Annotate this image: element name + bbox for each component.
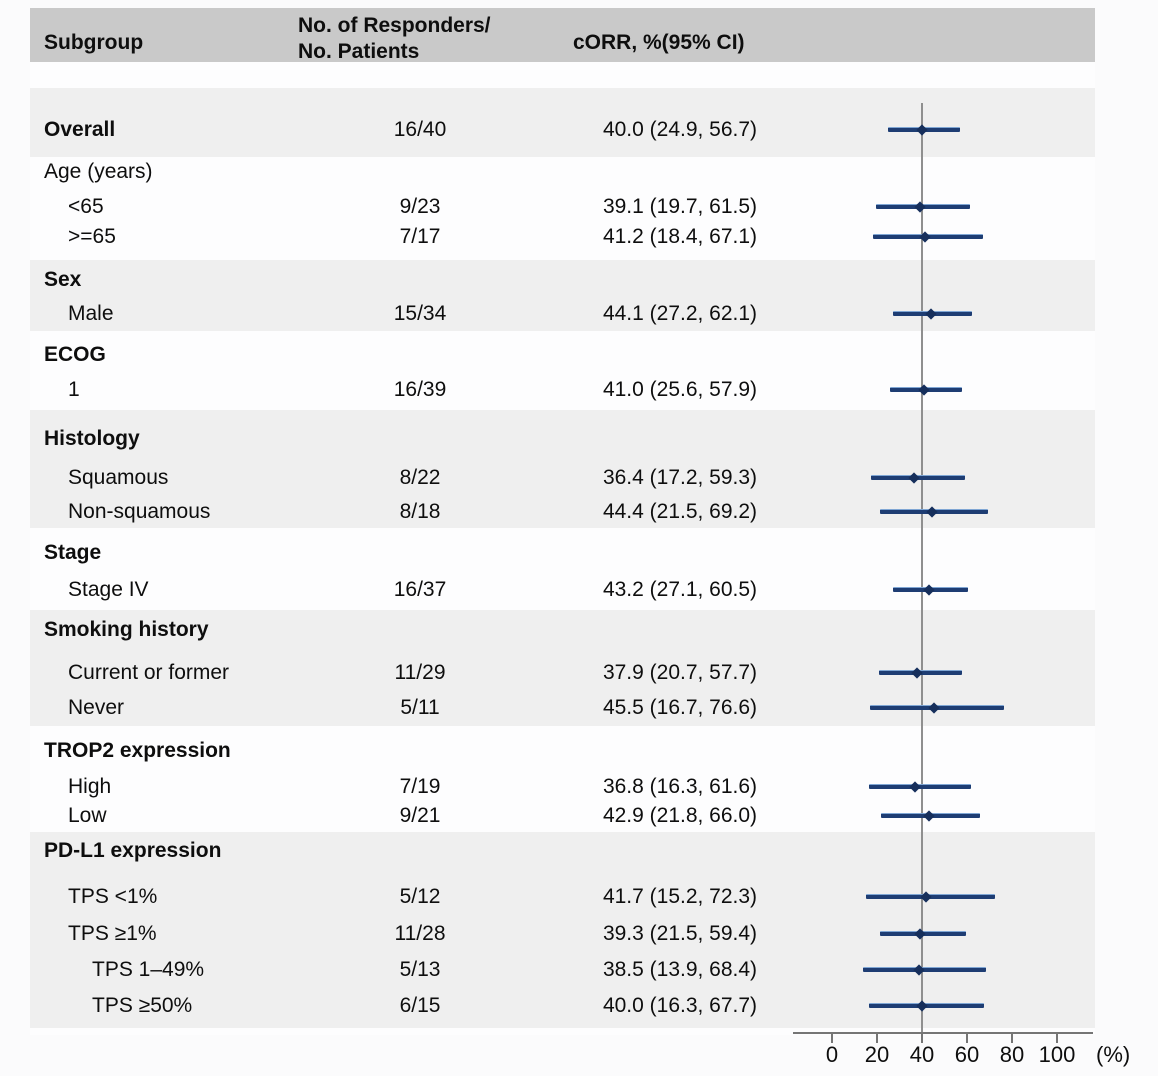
- responders-value: 5/13: [399, 958, 441, 981]
- forest-ci-bar: [863, 967, 986, 972]
- responders-value: 16/37: [393, 578, 447, 601]
- responders-value: 9/23: [399, 195, 441, 218]
- row-label: TPS <1%: [68, 885, 158, 908]
- column-header-corr: cORR, %(95% CI): [573, 31, 745, 54]
- axis-unit-label: (%): [1096, 1042, 1131, 1067]
- corr-value: 43.2 (27.1, 60.5): [602, 578, 758, 601]
- corr-value: 39.3 (21.5, 59.4): [602, 922, 758, 945]
- x-axis-tick-label: 40: [909, 1042, 935, 1067]
- row-label: TPS ≥1%: [68, 922, 157, 945]
- corr-value: 39.1 (19.7, 61.5): [602, 195, 758, 218]
- corr-value: 38.5 (13.9, 68.4): [602, 958, 758, 981]
- row-label: ECOG: [44, 343, 106, 366]
- table-header-row: Subgroup No. of Responders/ No. Patients…: [30, 8, 1095, 63]
- column-header-subgroup: Subgroup: [44, 31, 144, 54]
- x-axis-tick: [966, 1034, 968, 1043]
- corr-value: 41.2 (18.4, 67.1): [602, 225, 758, 248]
- row-label: Low: [68, 804, 107, 827]
- responders-value: 5/11: [400, 696, 440, 719]
- corr-value: 42.9 (21.8, 66.0): [602, 804, 758, 827]
- corr-value: 40.0 (24.9, 56.7): [602, 118, 758, 141]
- x-axis-tick-label: 20: [864, 1042, 890, 1067]
- x-axis-tick: [921, 1034, 923, 1043]
- corr-value: 41.0 (25.6, 57.9): [602, 378, 758, 401]
- section-stripe: [30, 88, 1095, 157]
- row-label: TPS 1–49%: [92, 958, 205, 981]
- row-label: Male: [68, 302, 114, 325]
- corr-value: 44.4 (21.5, 69.2): [602, 500, 758, 523]
- responders-value: 16/39: [393, 378, 447, 401]
- responders-value: 6/15: [399, 994, 441, 1017]
- row-label: High: [68, 775, 112, 798]
- row-label: >=65: [68, 225, 116, 248]
- corr-value: 45.5 (16.7, 76.6): [602, 696, 758, 719]
- column-header-responders-line1: No. of Responders/: [298, 14, 491, 37]
- row-label: Smoking history: [44, 618, 209, 641]
- row-label: PD-L1 expression: [44, 839, 222, 862]
- x-axis-tick: [1011, 1034, 1013, 1043]
- x-axis-line: [793, 1032, 1093, 1034]
- corr-value: 41.7 (15.2, 72.3): [602, 885, 758, 908]
- row-label: Non-squamous: [68, 500, 211, 523]
- row-label: Sex: [44, 268, 82, 291]
- responders-value: 7/19: [399, 775, 441, 798]
- x-axis-tick: [1056, 1034, 1058, 1043]
- responders-value: 8/18: [399, 500, 441, 523]
- corr-value: 44.1 (27.2, 62.1): [602, 302, 758, 325]
- responders-value: 7/17: [399, 225, 441, 248]
- section-stripe: [30, 260, 1095, 331]
- corr-value: 36.4 (17.2, 59.3): [602, 466, 758, 489]
- corr-value: 36.8 (16.3, 61.6): [602, 775, 758, 798]
- column-header-responders-line2: No. Patients: [298, 40, 420, 63]
- responders-value: 11/29: [394, 661, 446, 684]
- x-axis-tick-label: 60: [954, 1042, 980, 1067]
- x-axis-tick-label: 100: [1038, 1042, 1076, 1067]
- row-label: 1: [68, 378, 80, 401]
- section-stripe: [30, 410, 1095, 528]
- row-label: Age (years): [44, 160, 153, 183]
- responders-value: 8/22: [399, 466, 441, 489]
- corr-value: 40.0 (16.3, 67.7): [602, 994, 758, 1017]
- row-label: TROP2 expression: [44, 739, 231, 762]
- corr-value: 37.9 (20.7, 57.7): [602, 661, 758, 684]
- x-axis-tick-label: 80: [999, 1042, 1025, 1067]
- row-label: Histology: [44, 427, 140, 450]
- row-label: Current or former: [68, 661, 230, 684]
- responders-value: 5/12: [399, 885, 441, 908]
- row-label: <65: [68, 195, 104, 218]
- row-label: Stage IV: [68, 578, 149, 601]
- responders-value: 15/34: [393, 302, 447, 325]
- row-label: Stage: [44, 541, 102, 564]
- row-label: Never: [68, 696, 125, 719]
- x-axis-tick-label: 0: [825, 1042, 839, 1067]
- reference-line: [921, 103, 923, 1033]
- responders-value: 9/21: [399, 804, 441, 827]
- responders-value: 11/28: [394, 922, 446, 945]
- row-label: TPS ≥50%: [92, 994, 193, 1017]
- responders-value: 16/40: [393, 118, 447, 141]
- x-axis-tick: [876, 1034, 878, 1043]
- x-axis-tick: [831, 1034, 833, 1043]
- row-label: Overall: [44, 118, 116, 141]
- row-label: Squamous: [68, 466, 169, 489]
